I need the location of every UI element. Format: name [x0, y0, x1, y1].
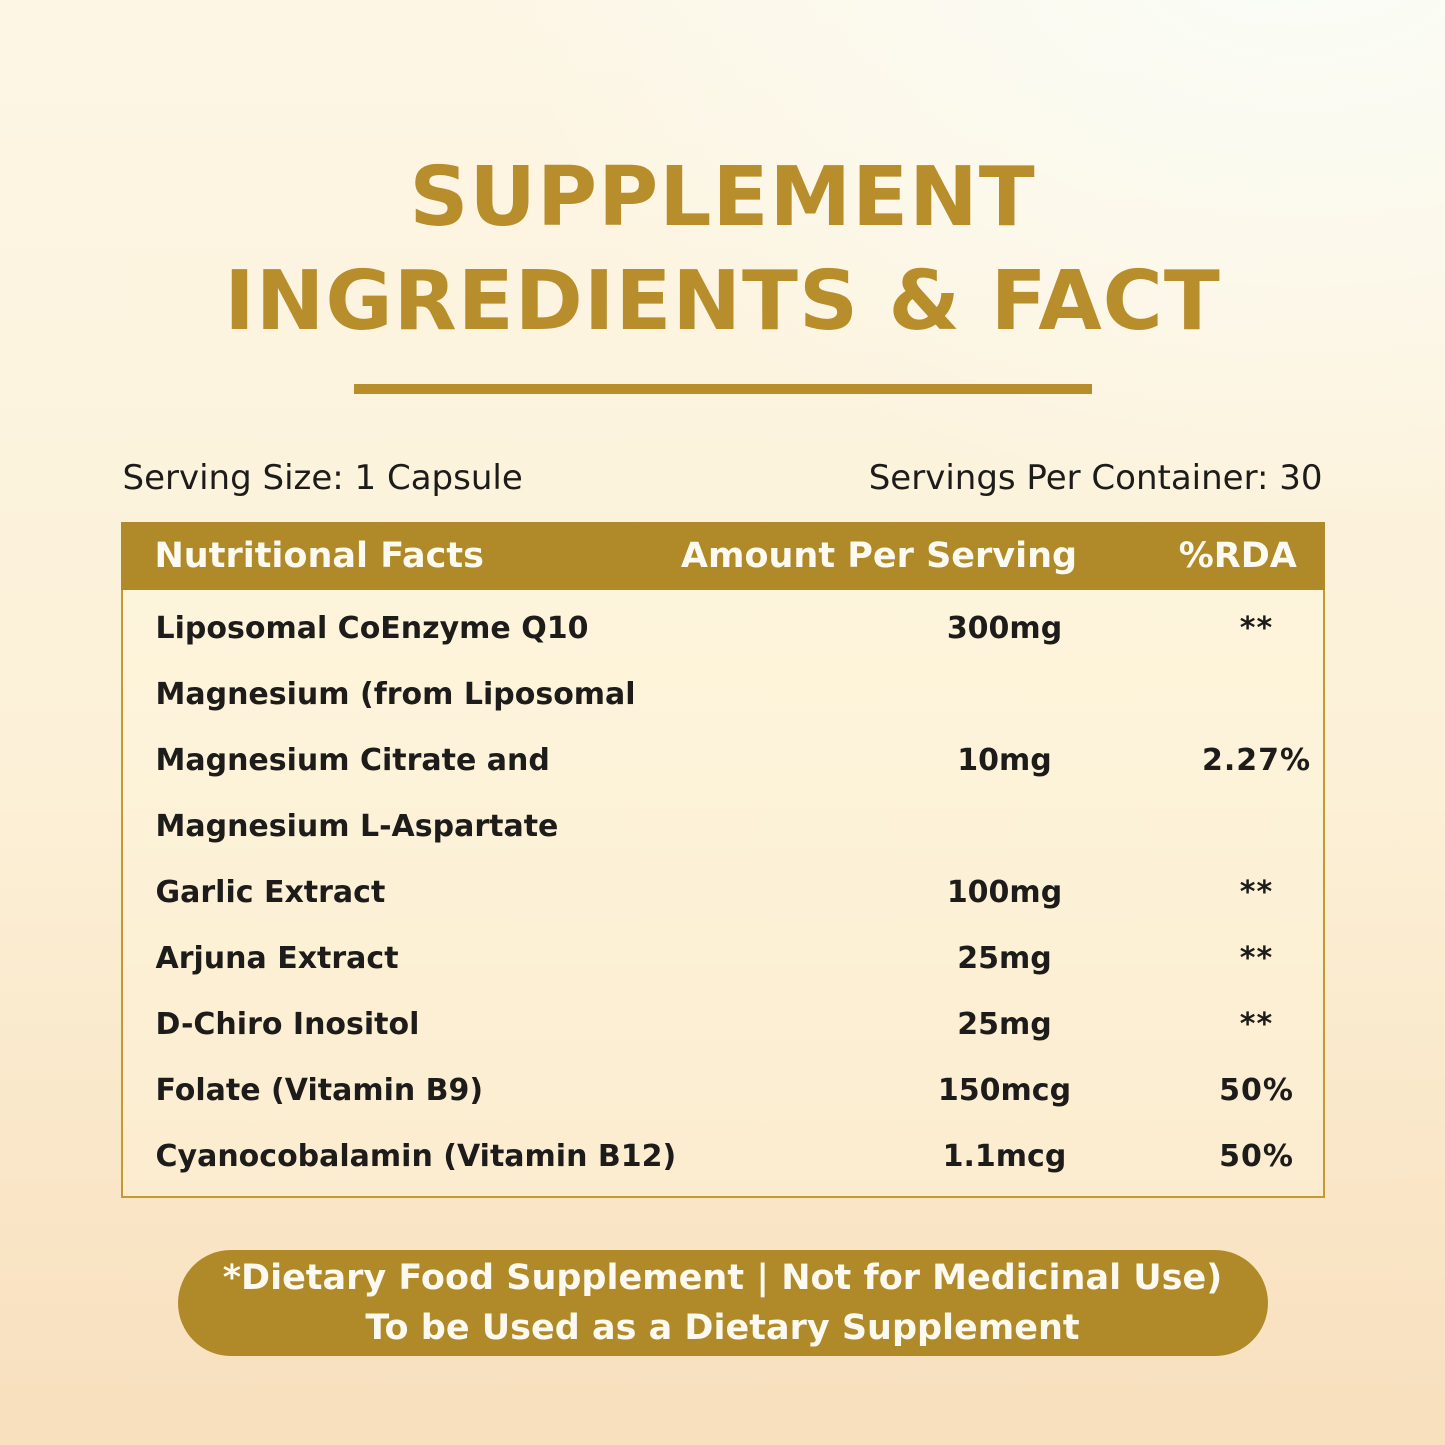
table-row: Arjuna Extract 25mg **: [123, 925, 1323, 991]
ingredient-name: Cyanocobalamin (Vitamin B12): [155, 1138, 677, 1174]
ingredient-rda: **: [1239, 610, 1274, 646]
table-row: D-Chiro Inositol 25mg **: [123, 991, 1323, 1057]
ingredient-rda: **: [1239, 874, 1274, 910]
ingredient-amount: 25mg: [957, 940, 1052, 976]
table-row: Cyanocobalamin (Vitamin B12) 1.1mcg 50%: [123, 1123, 1323, 1189]
serving-info: Serving Size: 1 Capsule Servings Per Con…: [123, 458, 1323, 498]
ingredient-rda: 50%: [1219, 1072, 1294, 1108]
disclaimer-line1: *Dietary Food Supplement | Not for Medic…: [222, 1258, 1223, 1298]
ingredient-amount: 10mg: [957, 742, 1052, 778]
page-title-line2: INGREDIENTS & FACT: [224, 254, 1221, 349]
ingredient-amount: 150mcg: [937, 1072, 1072, 1108]
table-row: Magnesium (from Liposomal: [123, 661, 1323, 727]
disclaimer-line2: To be Used as a Dietary Supplement: [365, 1308, 1080, 1348]
header-nutritional-facts: Nutritional Facts: [154, 536, 484, 576]
table-row: Magnesium Citrate and 10mg 2.27%: [123, 727, 1323, 793]
ingredient-amount: 100mg: [946, 874, 1063, 910]
table-header-row: Nutritional Facts Amount Per Serving %RD…: [120, 522, 1325, 590]
ingredient-name: Magnesium (from Liposomal: [155, 676, 636, 712]
ingredient-rda: 50%: [1219, 1138, 1294, 1174]
ingredient-amount: 1.1mcg: [942, 1138, 1067, 1174]
ingredient-name: Liposomal CoEnzyme Q10: [155, 610, 589, 646]
ingredient-amount: 300mg: [946, 610, 1063, 646]
header-amount-per-serving: Amount Per Serving: [680, 536, 1078, 576]
ingredient-amount: 25mg: [957, 1006, 1052, 1042]
table-row: Magnesium L-Aspartate: [123, 793, 1323, 859]
disclaimer-banner: *Dietary Food Supplement | Not for Medic…: [177, 1250, 1268, 1356]
page-title: SUPPLEMENT INGREDIENTS & FACT: [0, 0, 1445, 354]
table-body: Liposomal CoEnzyme Q10 300mg ** Magnesiu…: [120, 590, 1325, 1198]
page-title-line1: SUPPLEMENT: [409, 150, 1036, 245]
ingredient-name: Garlic Extract: [155, 874, 386, 910]
servings-per-container-label: Servings Per Container: 30: [868, 458, 1323, 498]
ingredient-name: Arjuna Extract: [155, 940, 399, 976]
title-underline: [353, 384, 1092, 394]
table-row: Folate (Vitamin B9) 150mcg 50%: [123, 1057, 1323, 1123]
ingredient-rda: **: [1239, 940, 1274, 976]
ingredient-name: Magnesium L-Aspartate: [155, 808, 559, 844]
ingredient-rda: 2.27%: [1201, 742, 1312, 778]
ingredient-name: Folate (Vitamin B9): [155, 1072, 484, 1108]
header-rda: %RDA: [1178, 536, 1297, 576]
ingredient-rda: **: [1239, 1006, 1274, 1042]
ingredient-name: Magnesium Citrate and: [155, 742, 550, 778]
table-row: Garlic Extract 100mg **: [123, 859, 1323, 925]
serving-size-label: Serving Size: 1 Capsule: [122, 458, 523, 498]
table-row: Liposomal CoEnzyme Q10 300mg **: [123, 595, 1323, 661]
nutrition-facts-table: Nutritional Facts Amount Per Serving %RD…: [120, 522, 1325, 1198]
ingredient-name: D-Chiro Inositol: [155, 1006, 420, 1042]
